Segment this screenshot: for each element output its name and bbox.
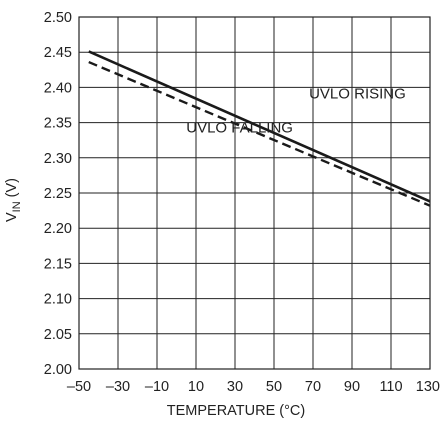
x-tick-label: 70 [305,379,321,395]
y-tick-label: 2.40 [44,80,72,96]
y-tick-label: 2.10 [44,292,72,308]
series-line-uvlo-rising [88,50,431,203]
y-tick-label: 2.45 [44,45,72,61]
y-tick-label: 2.00 [44,362,72,378]
y-tick-label: 2.30 [44,151,72,167]
x-tick-labels: –50 –30 –10 10 30 50 70 90 110 130 [67,379,440,395]
x-axis-title: TEMPERATURE (°C) [167,403,305,419]
x-tick-label: –30 [106,379,130,395]
x-tick-label: –50 [67,379,91,395]
x-tick-label: –10 [145,379,169,395]
x-tick-label: 30 [227,379,243,395]
y-tick-label: 2.35 [44,116,72,132]
x-tick-label: 110 [379,379,402,395]
y-tick-label: 2.15 [44,256,72,272]
x-tick-label: 50 [266,379,282,395]
y-tick-labels: 2.00 2.05 2.10 2.15 2.20 2.25 2.30 2.35 2.40 2.45… [44,10,72,378]
series-annotation: UVLO FALLING [186,119,293,136]
y-axis-title-unit: (V) [4,178,20,201]
y-axis-title-main: V [4,212,20,222]
x-tick-label: 90 [344,379,360,395]
y-tick-label: 2.50 [44,10,72,26]
series-annotation: UVLO RISING [309,86,406,103]
y-axis-title-subscript: IN [11,201,23,212]
y-axis-title: VIN (V) [4,178,23,222]
annotations: UVLO RISING UVLO FALLING [186,86,406,137]
y-tick-label: 2.05 [44,327,72,343]
series-layer [88,50,431,207]
y-tick-label: 2.20 [44,221,72,237]
y-tick-label: 2.25 [44,186,72,202]
series-line-uvlo-falling [88,60,431,207]
x-tick-label: 130 [416,379,440,395]
x-tick-label: 10 [188,379,204,395]
plot-frame [78,16,431,370]
